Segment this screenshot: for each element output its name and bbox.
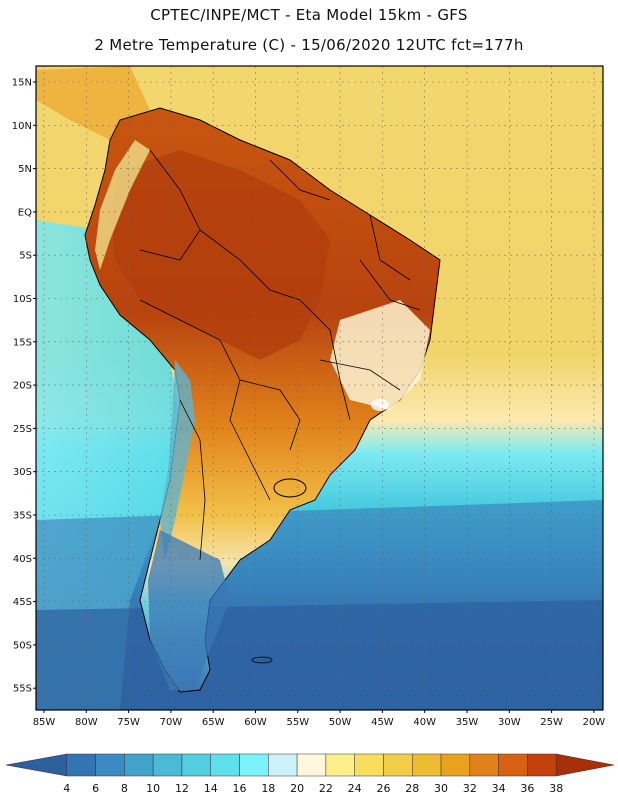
lat-label-55s: 55S	[13, 684, 32, 695]
lat-label-5s: 5S	[19, 251, 32, 262]
colorbar-label-32: 32	[463, 782, 477, 795]
northern-andes	[95, 140, 150, 270]
lon-label-80w: 80W	[75, 717, 98, 728]
colorbar-swatch	[152, 753, 183, 777]
colorbar-swatch	[181, 753, 211, 777]
map-frame	[35, 65, 604, 711]
colorbar-swatch	[268, 753, 298, 777]
colorbar-arrow-low	[5, 753, 68, 777]
lon-label-45w: 45W	[371, 717, 394, 728]
serra-mantiqueira	[371, 399, 389, 411]
lon-label-70w: 70W	[160, 717, 183, 728]
colorbar-label-18: 18	[261, 782, 275, 795]
lat-label-20s: 20S	[13, 381, 32, 392]
lat-label-35s: 35S	[13, 511, 32, 522]
lon-label-50w: 50W	[329, 717, 352, 728]
colorbar-swatch	[210, 753, 240, 777]
colorbar-swatch	[527, 753, 557, 777]
lat-label-15n: 15N	[12, 78, 32, 89]
lat-label-40s: 40S	[13, 554, 32, 565]
colorbar-arrow-high	[555, 753, 615, 777]
country-borders	[139, 149, 421, 561]
colorbar-swatch	[498, 753, 528, 777]
lat-label-30s: 30S	[13, 467, 32, 478]
lat-label-50s: 50S	[13, 640, 32, 651]
lat-label-5n: 5N	[18, 164, 32, 175]
colorbar-label-16: 16	[233, 782, 247, 795]
colorbar: 4 6 8 10 12 14 16 18 20 22 24 26 28 30 32 34 36 38	[5, 753, 615, 795]
latitude-labels: 15N 10N 5N EQ 5S 10S 15S 20S 25S 30S 35S 40S 45S 50S 5…	[12, 78, 36, 695]
colorbar-swatch	[325, 753, 355, 777]
colorbar-label-8: 8	[121, 782, 128, 795]
lon-label-35w: 35W	[456, 717, 479, 728]
colorbar-swatch	[95, 753, 125, 777]
colorbar-label-6: 6	[92, 782, 99, 795]
lon-label-30w: 30W	[498, 717, 521, 728]
colorbar-label-4: 4	[63, 782, 70, 795]
colorbar-label-38: 38	[549, 782, 563, 795]
lon-label-65w: 65W	[202, 717, 225, 728]
falkland-islands	[251, 656, 273, 664]
lat-label-eq: EQ	[18, 207, 32, 218]
colorbar-label-24: 24	[348, 782, 362, 795]
amazon-hot-region	[110, 150, 330, 360]
lon-label-75w: 75W	[117, 717, 140, 728]
map-title-line1: CPTEC/INPE/MCT - Eta Model 15km - GFS	[150, 6, 468, 24]
lat-label-10n: 10N	[12, 121, 32, 132]
colorbar-swatch	[440, 753, 471, 777]
colorbar-label-36: 36	[520, 782, 534, 795]
colorbar-swatch	[124, 753, 154, 777]
patagonia	[148, 530, 230, 690]
lat-label-10s: 10S	[13, 294, 32, 305]
colorbar-label-26: 26	[376, 782, 390, 795]
colorbar-swatch	[296, 753, 327, 777]
colorbar-label-34: 34	[492, 782, 506, 795]
uruguay-outline	[273, 478, 307, 498]
lon-label-40w: 40W	[413, 717, 436, 728]
brazil-highlands	[330, 300, 430, 410]
colorbar-label-20: 20	[290, 782, 304, 795]
colorbar-swatch	[383, 753, 413, 777]
lat-label-45s: 45S	[13, 597, 32, 608]
colorbar-label-30: 30	[434, 782, 448, 795]
colorbar-label-10: 10	[146, 782, 160, 795]
lon-label-25w: 25W	[540, 717, 563, 728]
lat-label-15s: 15S	[13, 337, 32, 348]
colorbar-label-14: 14	[204, 782, 218, 795]
colorbar-swatch	[239, 753, 269, 777]
graticule	[36, 66, 603, 710]
polar-ocean-field	[36, 600, 603, 710]
southern-andes	[160, 360, 195, 560]
colorbar-swatch	[412, 753, 442, 777]
longitude-labels: 85W 80W 75W 70W 65W 60W 55W 50W 45W 40W 35W 30W 25W 2…	[33, 710, 606, 728]
colorbar-label-12: 12	[175, 782, 189, 795]
lon-label-60w: 60W	[244, 717, 267, 728]
colorbar-label-22: 22	[319, 782, 333, 795]
lon-label-85w: 85W	[33, 717, 56, 728]
lat-label-25s: 25S	[13, 424, 32, 435]
colorbar-swatch	[66, 753, 96, 777]
colorbar-swatch	[469, 753, 499, 777]
lon-label-20w: 20W	[583, 717, 606, 728]
map-title-line2: 2 Metre Temperature (C) - 15/06/2020 12U…	[94, 36, 524, 54]
colorbar-label-28: 28	[405, 782, 419, 795]
colorbar-swatch	[354, 753, 384, 777]
lon-label-55w: 55W	[286, 717, 309, 728]
